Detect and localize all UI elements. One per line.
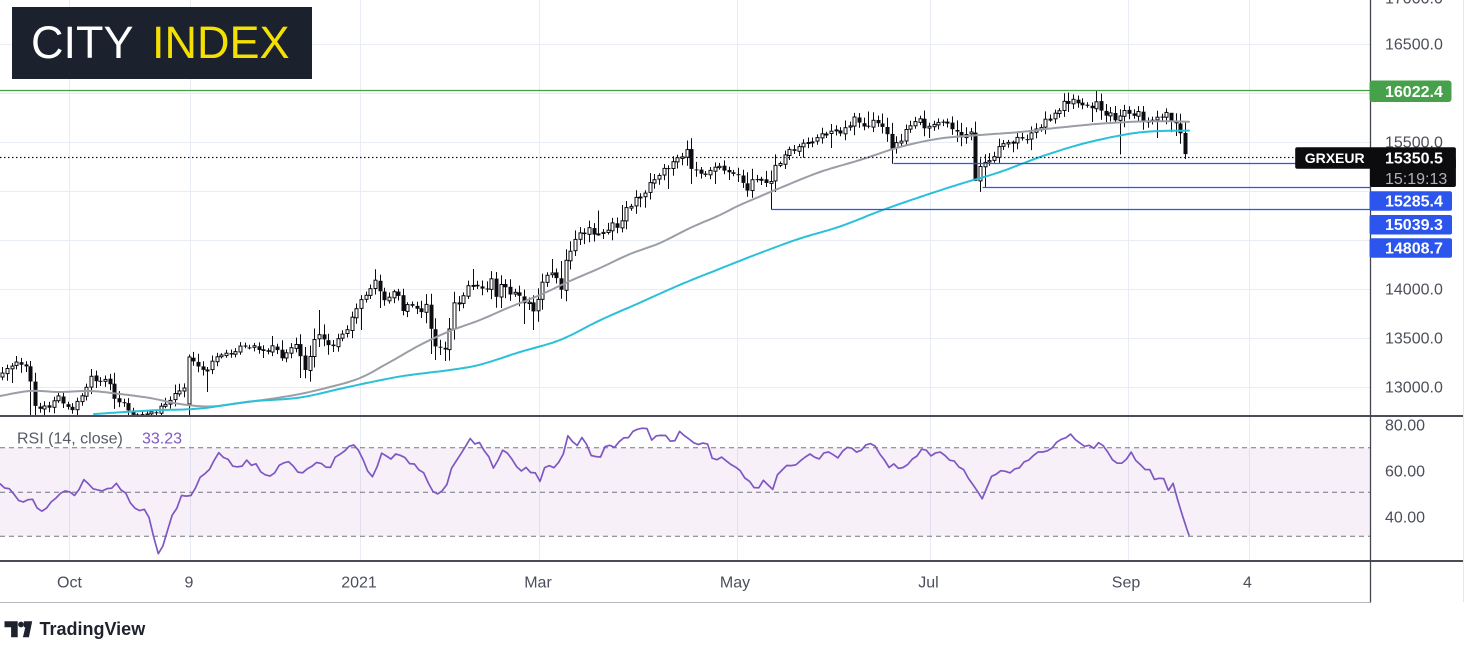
svg-text:15039.3: 15039.3 (1385, 217, 1443, 234)
svg-text:4: 4 (1243, 575, 1252, 592)
svg-text:14000.0: 14000.0 (1385, 282, 1443, 299)
svg-text:2021: 2021 (341, 575, 377, 592)
svg-text:May: May (720, 575, 750, 592)
svg-text:GRXEUR: GRXEUR (1305, 150, 1365, 166)
svg-text:CITY: CITY (31, 17, 134, 68)
svg-text:Jul: Jul (918, 575, 938, 592)
svg-text:Sep: Sep (1112, 575, 1141, 592)
svg-text:9: 9 (185, 575, 194, 592)
svg-text:17000.0: 17000.0 (1385, 0, 1443, 8)
svg-text:33.23: 33.23 (142, 431, 182, 448)
svg-text:TradingView: TradingView (40, 619, 147, 639)
svg-text:80.00: 80.00 (1385, 417, 1425, 434)
svg-text:15285.4: 15285.4 (1385, 194, 1443, 211)
svg-text:RSI (14, close): RSI (14, close) (17, 431, 123, 448)
svg-text:15350.5: 15350.5 (1385, 150, 1443, 167)
svg-text:16022.4: 16022.4 (1385, 84, 1443, 101)
svg-text:Mar: Mar (524, 575, 552, 592)
svg-text:14808.7: 14808.7 (1385, 240, 1443, 257)
svg-text:13500.0: 13500.0 (1385, 331, 1443, 348)
svg-text:40.00: 40.00 (1385, 510, 1425, 527)
svg-text:60.00: 60.00 (1385, 463, 1425, 480)
svg-text:INDEX: INDEX (152, 17, 290, 68)
svg-text:16500.0: 16500.0 (1385, 37, 1443, 54)
svg-text:15:19:13: 15:19:13 (1385, 171, 1447, 188)
svg-text:13000.0: 13000.0 (1385, 380, 1443, 397)
svg-text:Oct: Oct (57, 575, 82, 592)
